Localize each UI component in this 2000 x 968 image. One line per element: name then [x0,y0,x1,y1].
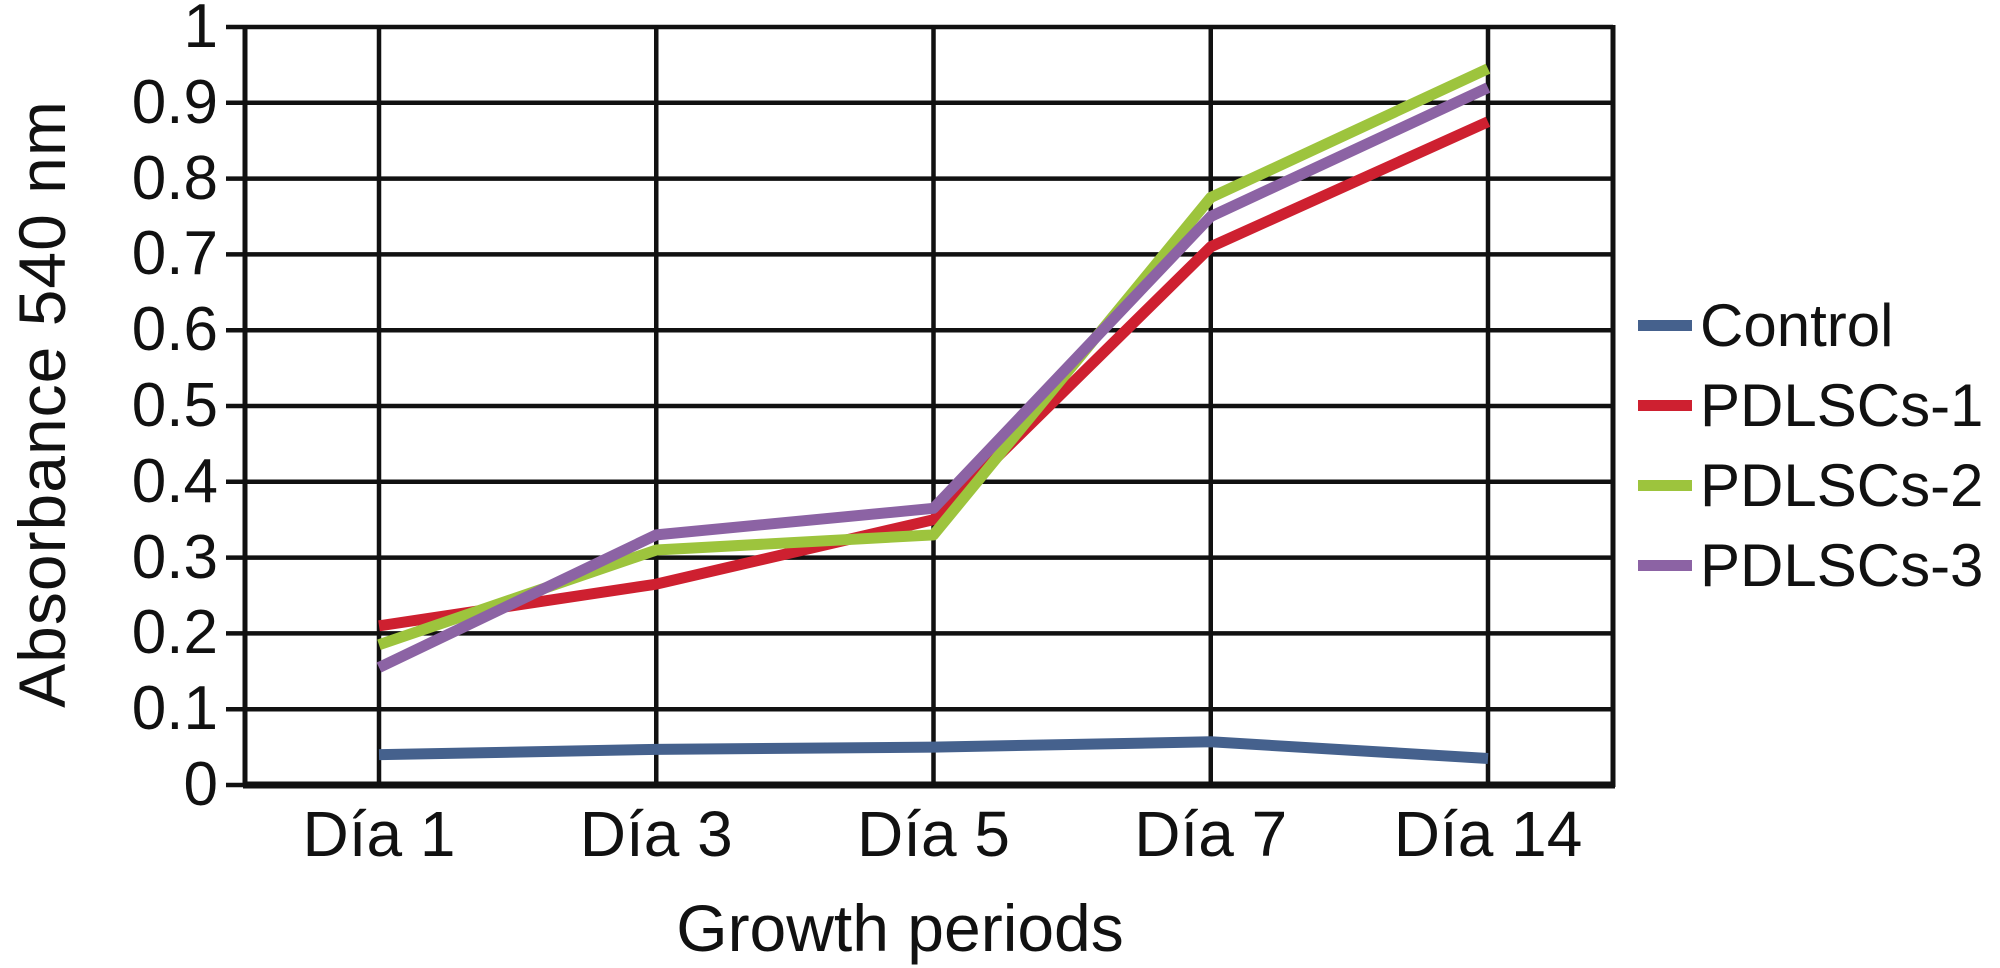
legend-entry: PDLSCs-2 [1638,445,1983,525]
y-tick-label: 0.2 [131,598,218,668]
y-tick-label: 0.8 [131,143,218,213]
x-tick-label: Día 1 [302,798,456,870]
y-tick-label: 0.9 [131,67,218,137]
legend-entry: Control [1638,285,1983,365]
x-tick-label: Día 14 [1393,798,1583,870]
y-tick-label: 0.3 [131,522,218,592]
legend-label: PDLSCs-1 [1700,371,1984,439]
x-tick-label: Día 5 [857,798,1010,870]
y-tick-label: 0.1 [131,674,218,744]
legend-entry: PDLSCs-3 [1638,525,1983,605]
x-tick-label: Día 7 [1134,798,1288,870]
y-tick-label: 0 [183,750,218,819]
y-tick-label: 0.7 [131,219,218,289]
legend: Control PDLSCs-1 PDLSCs-2 PDLSCs-3 [1638,285,1983,605]
y-tick-label: 0.4 [131,446,218,516]
x-axis-title: Growth periods [676,891,1124,965]
series-line-pdlscs-3 [376,82,1491,673]
legend-entry: PDLSCs-1 [1638,365,1983,445]
legend-label: PDLSCs-3 [1700,531,1984,599]
legend-swatch-icon [1638,479,1692,491]
y-tick-label: 0.6 [131,295,218,365]
legend-swatch-icon [1638,399,1692,411]
legend-swatch-icon [1638,319,1692,331]
legend-swatch-icon [1638,559,1692,571]
legend-label: Control [1700,291,1894,359]
x-tick-label: Día 3 [579,798,733,870]
series-line-pdlscs-1 [378,116,1491,632]
y-tick-label: 1 [183,0,218,61]
legend-label: PDLSCs-2 [1700,451,1984,519]
y-tick-label: 0.5 [131,371,218,440]
series-line-control [378,736,1489,764]
